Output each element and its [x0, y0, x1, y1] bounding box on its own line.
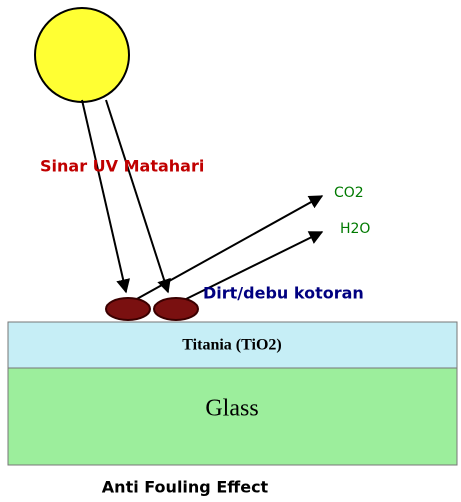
- layer-label: Glass: [205, 396, 258, 422]
- product-label: CO2: [334, 185, 364, 201]
- uv-label: Sinar UV Matahari: [40, 157, 204, 176]
- sun: [35, 8, 129, 102]
- dirt-label: Dirt/debu kotoran: [203, 284, 364, 303]
- dirt-particle: [106, 298, 150, 320]
- product-label: H2O: [340, 221, 370, 237]
- layer-label: Titania (TiO2): [182, 337, 281, 354]
- dirt-particle: [154, 298, 198, 320]
- diagram: Sinar UV Matahari CO2 H2O Dirt/debu koto…: [0, 0, 461, 502]
- caption: Anti Fouling Effect: [102, 478, 269, 497]
